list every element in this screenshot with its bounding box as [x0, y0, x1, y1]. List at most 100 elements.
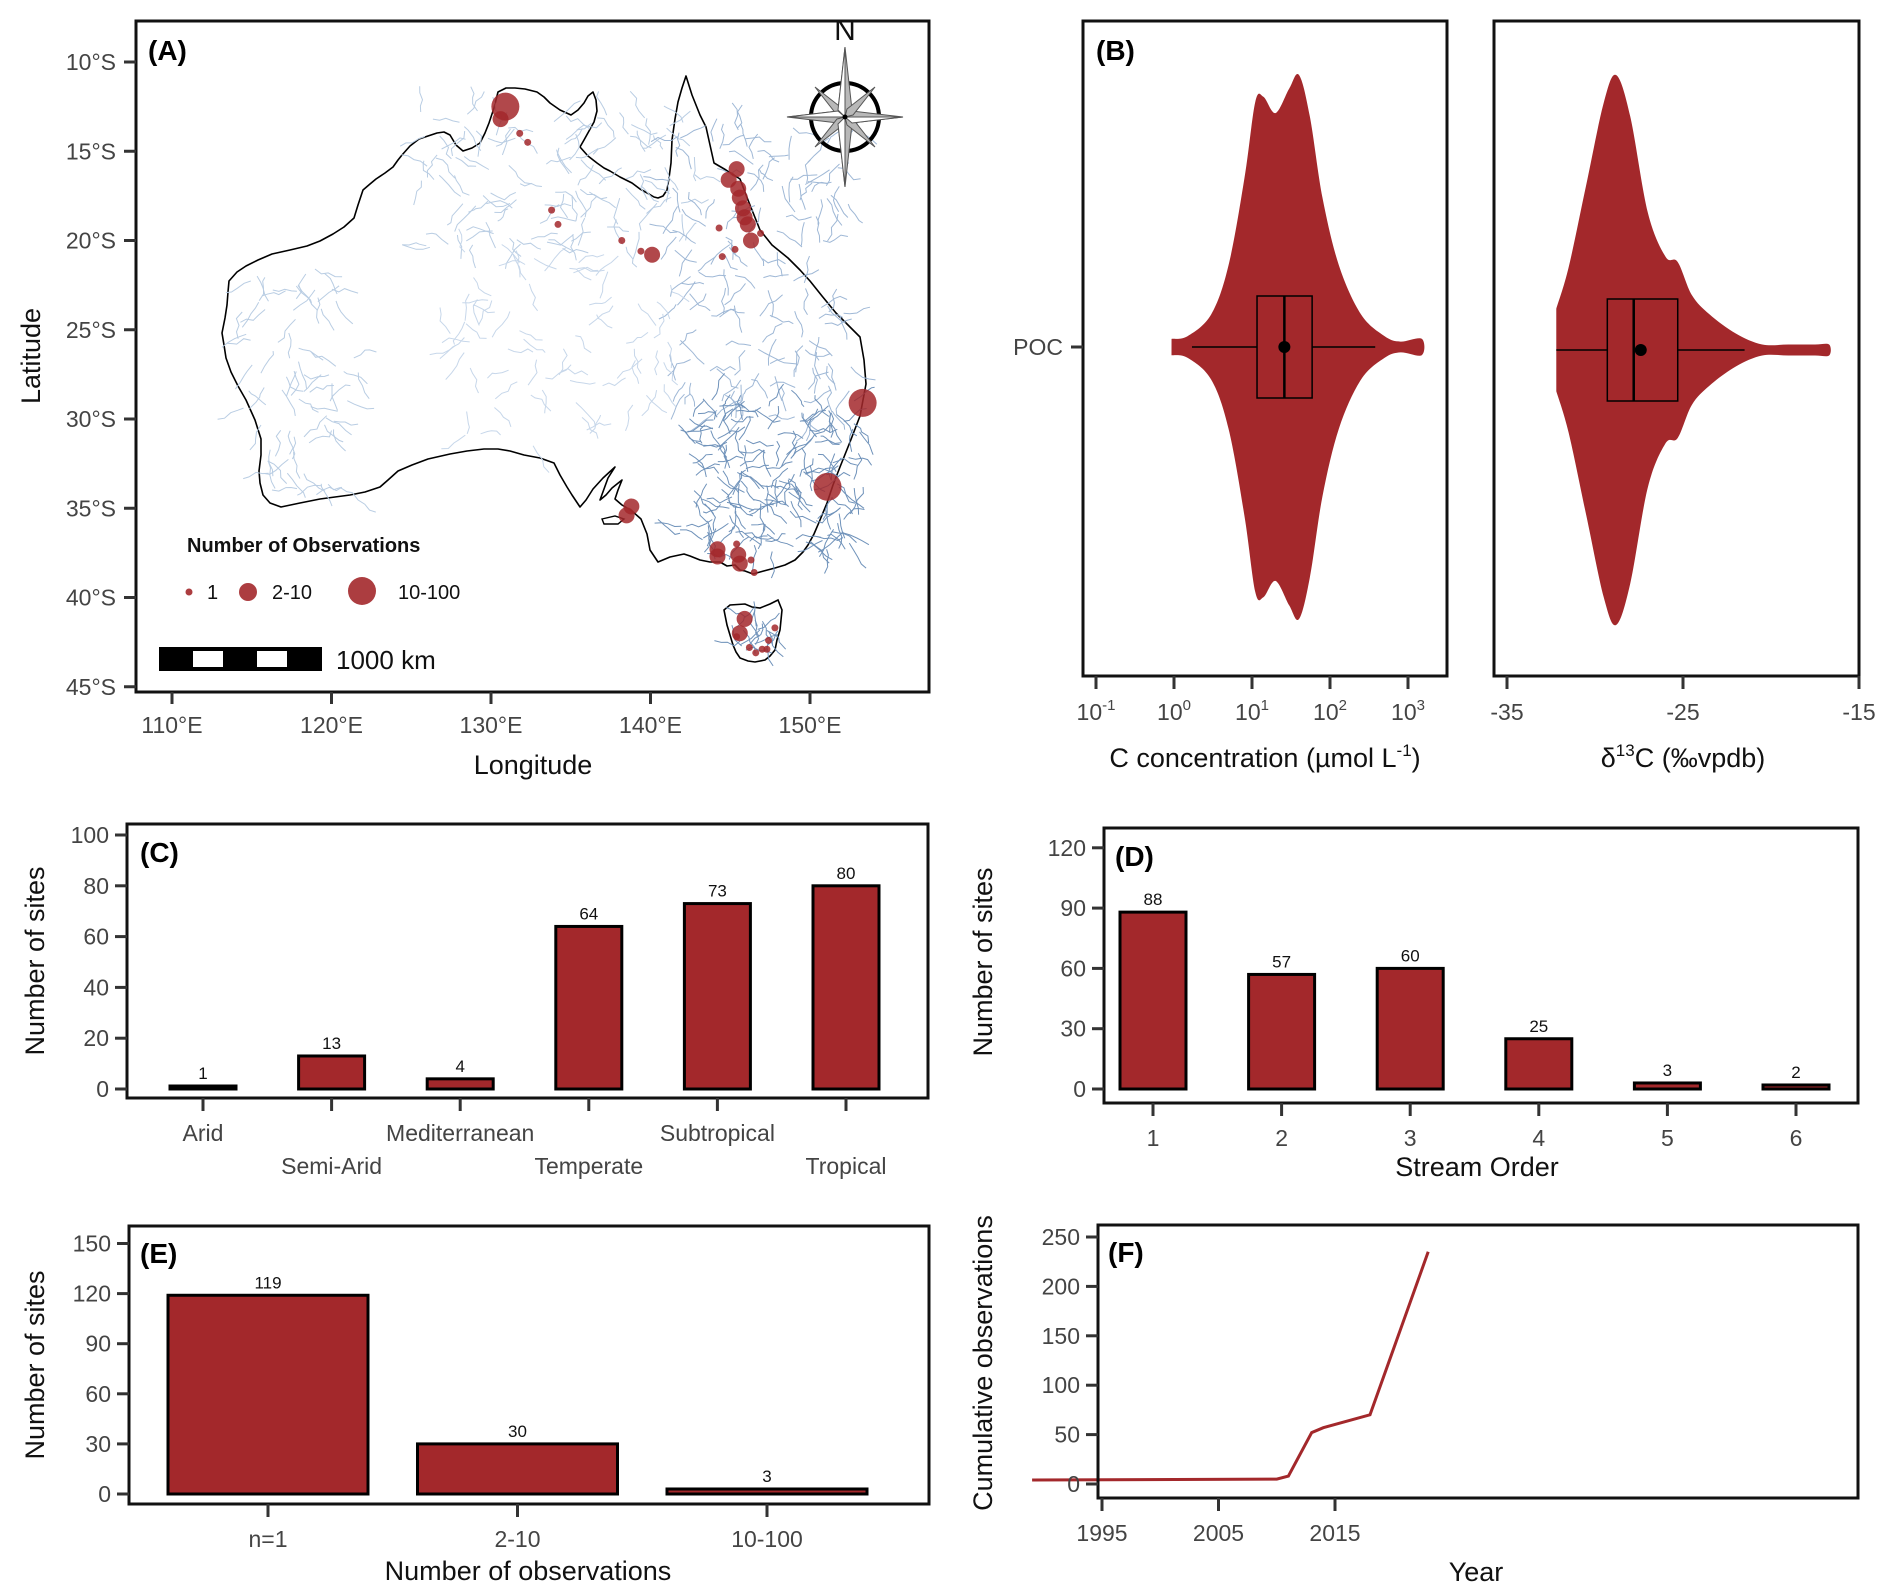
river-segment: [822, 234, 848, 243]
river-segment: [793, 488, 813, 507]
river-segment: [463, 156, 490, 170]
river-segment: [804, 159, 811, 184]
river-segment: [310, 351, 337, 367]
north-arrow-icon: N: [786, 14, 904, 188]
north-label: N: [834, 14, 856, 47]
observation-point: [848, 388, 877, 417]
river-segment: [613, 197, 621, 225]
river-segment: [657, 519, 681, 535]
river-segment: [631, 124, 658, 136]
river-segment: [784, 479, 791, 505]
legend-symbol-small: [185, 588, 193, 596]
river-segment: [818, 313, 844, 319]
river-segment: [291, 436, 297, 460]
river-segment: [287, 332, 292, 359]
river-segment: [811, 181, 828, 193]
y-tick-label-a: 25°S: [66, 317, 116, 343]
bar: [1118, 910, 1188, 1091]
river-segment: [491, 311, 511, 338]
observation-point: [548, 206, 556, 214]
river-segment: [774, 479, 778, 507]
river-segment: [469, 367, 479, 394]
panel-f-cumulative-line: (F) 0 50 100 150 200 250 1995 2005 2015 Year Cum…: [968, 1215, 1860, 1587]
river-segment: [596, 91, 608, 116]
river-segment: [801, 447, 808, 475]
river-segment: [832, 457, 858, 466]
river-segment: [589, 296, 612, 306]
river-segment: [650, 136, 678, 143]
river-segment: [530, 232, 558, 240]
x-tick-label: 10-100: [731, 1526, 803, 1552]
river-segment: [286, 472, 306, 498]
river-segment: [835, 390, 850, 416]
river-segment: [577, 164, 594, 186]
river-segment: [462, 299, 489, 304]
river-segment: [745, 439, 774, 447]
river-segment: [295, 273, 307, 300]
river-segment: [807, 405, 829, 426]
y-tick-label-f: 0: [1067, 1471, 1080, 1497]
river-segment: [739, 449, 765, 467]
river-segment: [770, 551, 775, 579]
x-tick-label-a: 110°E: [141, 712, 202, 738]
river-segment: [827, 533, 846, 550]
river-segment: [723, 400, 745, 422]
river-segment: [441, 137, 466, 150]
river-segment: [757, 524, 766, 550]
bar-value-label: 13: [322, 1034, 341, 1053]
bar: [1504, 1037, 1574, 1091]
river-segment: [788, 478, 801, 502]
river-segment: [753, 601, 757, 627]
bar: [297, 1054, 367, 1091]
river-segment: [331, 383, 338, 411]
legend-symbol-medium: [239, 583, 257, 601]
river-segment: [759, 503, 765, 532]
river-segment: [630, 135, 652, 149]
river-segment: [776, 252, 783, 277]
bar: [166, 1293, 370, 1496]
panel-label-c: (C): [140, 837, 179, 868]
river-segment: [805, 418, 815, 442]
river-segment: [565, 115, 591, 130]
river-segment: [519, 330, 543, 341]
river-network: [217, 86, 878, 667]
legend-label-medium: 2-10: [272, 582, 312, 604]
river-segment: [480, 430, 501, 436]
river-segment: [544, 203, 572, 208]
river-segment: [646, 394, 668, 414]
river-segment: [629, 90, 646, 119]
river-segment: [765, 533, 786, 543]
bar: [1247, 972, 1317, 1091]
river-segment: [709, 365, 736, 372]
cumulative-line: [1032, 1251, 1430, 1482]
river-segment: [576, 122, 603, 131]
river-segment: [725, 340, 752, 346]
bar: [682, 902, 752, 1091]
river-segment: [327, 483, 353, 494]
river-segment: [710, 430, 728, 458]
river-segment: [438, 174, 461, 197]
river-segment: [544, 247, 567, 272]
river-segment: [595, 255, 619, 276]
river-segment: [507, 348, 534, 354]
y-tick-label: 30: [85, 1431, 111, 1457]
river-segment: [631, 360, 640, 384]
x-tick-label-b: 10-1: [1077, 697, 1116, 725]
river-segment: [422, 160, 435, 180]
river-segment: [494, 407, 512, 428]
river-segment: [324, 424, 344, 443]
river-segment: [310, 406, 338, 412]
river-segment: [541, 389, 547, 414]
river-segment: [446, 203, 464, 226]
river-segment: [588, 305, 614, 326]
river-segment: [825, 366, 836, 385]
river-segment: [662, 206, 678, 234]
river-segment: [672, 381, 686, 402]
scale-bar: 1000 km: [159, 645, 436, 675]
river-segment: [828, 288, 838, 313]
river-segment: [295, 285, 312, 304]
violin-concentration: [1171, 74, 1425, 620]
bar: [1632, 1081, 1702, 1091]
observation-point: [758, 645, 766, 653]
panel-c-frame: [125, 822, 930, 1100]
